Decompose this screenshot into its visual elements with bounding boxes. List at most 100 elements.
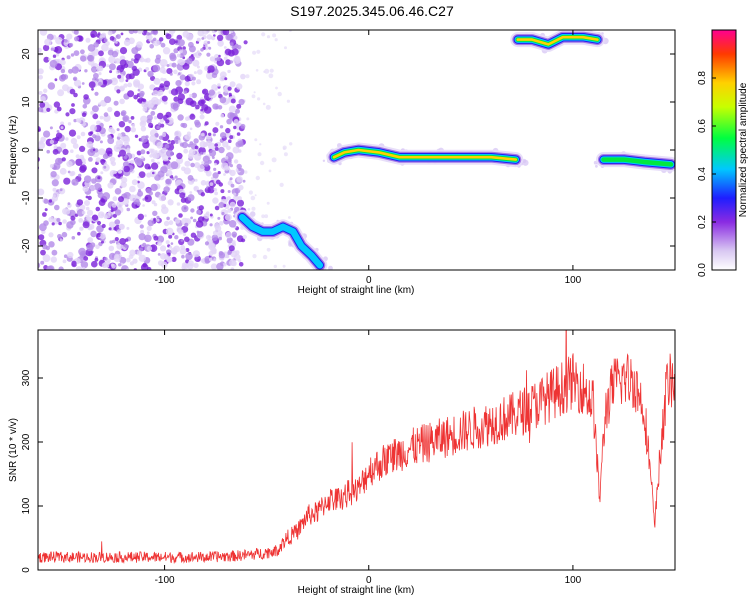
noise-blob xyxy=(153,39,160,47)
noise-blob xyxy=(197,50,200,54)
bottom-x-tick-label: 0 xyxy=(366,575,372,586)
noise-blob xyxy=(179,74,186,81)
noise-blob xyxy=(62,259,67,264)
noise-blob xyxy=(99,35,103,39)
noise-blob xyxy=(124,136,130,142)
noise-blob xyxy=(233,192,237,196)
noise-blob xyxy=(218,236,222,241)
noise-blob xyxy=(38,47,42,53)
noise-blob xyxy=(228,92,232,96)
noise-blob xyxy=(40,136,46,142)
noise-blob xyxy=(179,192,186,199)
noise-blob xyxy=(170,247,178,255)
noise-blob xyxy=(63,254,68,258)
noise-blob xyxy=(170,140,176,145)
noise-blob xyxy=(78,173,82,178)
noise-blob xyxy=(89,185,96,192)
noise-blob xyxy=(163,220,170,227)
noise-blob xyxy=(160,123,165,128)
noise-blob xyxy=(100,171,104,175)
noise-blob xyxy=(70,219,76,226)
noise-blob xyxy=(49,139,55,145)
noise-blob xyxy=(140,156,144,159)
noise-blob xyxy=(222,141,229,148)
noise-speckle xyxy=(286,99,290,103)
noise-blob xyxy=(127,82,133,88)
noise-blob xyxy=(182,232,187,237)
noise-blob xyxy=(38,156,40,162)
noise-blob xyxy=(92,113,99,120)
noise-blob xyxy=(238,262,244,267)
noise-blob xyxy=(216,56,221,62)
noise-blob xyxy=(76,209,85,217)
noise-blob xyxy=(219,71,227,79)
noise-blob xyxy=(189,127,193,131)
noise-blob xyxy=(138,254,146,262)
noise-blob xyxy=(221,211,225,216)
noise-blob xyxy=(209,257,213,262)
noise-blob xyxy=(59,74,66,82)
noise-speckle xyxy=(251,94,256,99)
noise-speckle xyxy=(265,104,271,110)
noise-blob xyxy=(179,49,183,54)
noise-blob xyxy=(218,252,226,259)
noise-blob xyxy=(54,204,60,211)
noise-blob xyxy=(81,210,86,215)
noise-blob xyxy=(113,144,122,152)
noise-blob xyxy=(194,145,199,150)
noise-blob xyxy=(84,69,88,73)
noise-blob xyxy=(125,79,129,82)
noise-blob xyxy=(105,41,110,46)
noise-blob xyxy=(156,235,165,243)
noise-blob xyxy=(198,205,204,211)
noise-blob xyxy=(66,160,73,168)
noise-blob xyxy=(70,149,74,153)
noise-blob xyxy=(65,137,69,141)
noise-blob xyxy=(236,163,242,170)
noise-speckle xyxy=(262,254,268,260)
noise-blob xyxy=(67,202,71,206)
noise-blob xyxy=(117,74,122,79)
noise-blob xyxy=(86,216,91,221)
noise-blob xyxy=(60,126,64,130)
noise-blob xyxy=(160,252,167,260)
colorbar-gradient xyxy=(712,30,736,270)
noise-blob xyxy=(109,36,115,41)
noise-blob xyxy=(78,247,86,256)
noise-blob xyxy=(187,175,194,181)
noise-blob xyxy=(205,140,212,147)
noise-blob xyxy=(240,73,246,80)
noise-blob xyxy=(101,223,106,229)
noise-blob xyxy=(230,183,235,188)
noise-blob xyxy=(153,202,158,207)
noise-blob xyxy=(76,135,81,140)
noise-blob xyxy=(184,160,191,167)
noise-blob xyxy=(129,185,136,193)
colorbar-tick-label: 0.8 xyxy=(697,71,708,85)
noise-blob xyxy=(161,206,169,215)
noise-blob xyxy=(124,244,129,249)
noise-blob xyxy=(132,68,140,76)
noise-blob xyxy=(116,89,121,94)
noise-blob xyxy=(106,64,110,68)
noise-blob xyxy=(137,190,144,197)
noise-blob xyxy=(219,125,224,129)
noise-blob xyxy=(183,90,187,94)
noise-blob xyxy=(111,203,117,208)
noise-blob xyxy=(38,128,41,132)
noise-speckle xyxy=(271,157,277,163)
noise-blob xyxy=(91,260,98,268)
noise-blob xyxy=(111,239,116,244)
noise-speckle xyxy=(255,69,259,72)
noise-speckle xyxy=(277,91,282,97)
noise-blob xyxy=(208,251,214,256)
trace-halo xyxy=(522,159,529,166)
noise-speckle xyxy=(279,182,284,187)
noise-blob xyxy=(140,149,146,155)
noise-blob xyxy=(146,172,152,178)
noise-blob xyxy=(206,34,213,40)
noise-blob xyxy=(196,209,202,215)
bottom-y-tick-label: 100 xyxy=(21,497,32,514)
noise-blob xyxy=(196,37,201,42)
noise-blob xyxy=(60,68,66,74)
